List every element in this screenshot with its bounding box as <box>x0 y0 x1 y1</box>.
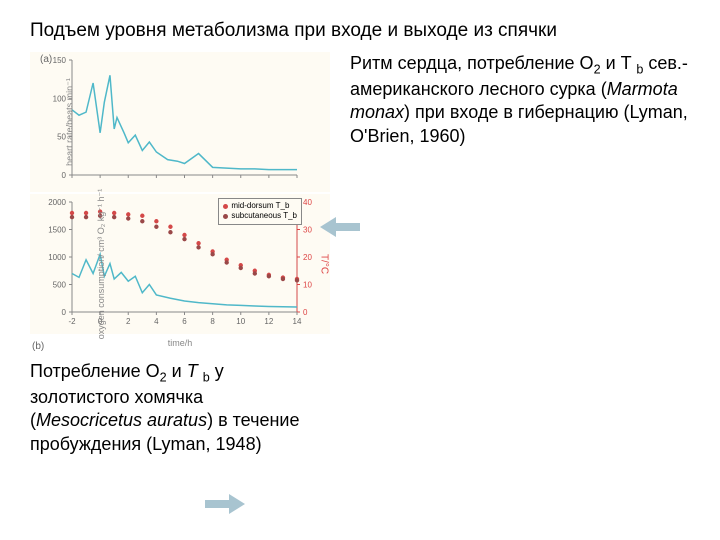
right-text-column: Ритм сердца, потребление О2 и T b сев.-а… <box>340 52 690 336</box>
svg-text:2: 2 <box>126 317 131 326</box>
bp-mid1: и <box>167 361 187 381</box>
svg-text:12: 12 <box>264 317 273 326</box>
svg-text:500: 500 <box>53 281 67 290</box>
rp-prefix: Ритм сердца, потребление О <box>350 53 594 73</box>
arrow-left-icon <box>320 215 360 244</box>
svg-text:4: 4 <box>154 317 159 326</box>
legend-label-sub: subcutaneous T_b <box>231 211 297 221</box>
legend-dot-sub <box>223 214 228 219</box>
chart-b-ylabel: oxygen consumption/ cm³ O₂ kg⁻¹ h⁻¹ <box>96 189 107 340</box>
rp-sub1: 2 <box>594 63 601 77</box>
right-paragraph: Ритм сердца, потребление О2 и T b сев.-а… <box>350 52 690 148</box>
svg-text:10: 10 <box>236 317 245 326</box>
svg-text:-2: -2 <box>68 317 76 326</box>
chart-a-heart-rate: (a) heart rate/beats min⁻¹ 050100150 <box>30 52 330 192</box>
svg-text:10: 10 <box>303 281 312 290</box>
svg-text:6: 6 <box>182 317 187 326</box>
chart-a-ylabel: heart rate/beats min⁻¹ <box>64 78 75 166</box>
chart-b-o2-temp: (b) oxygen consumption/ cm³ O₂ kg⁻¹ h⁻¹ … <box>30 194 330 334</box>
rp-mid1: и T <box>601 53 637 73</box>
bp-prefix: Потребление О <box>30 361 160 381</box>
panel-b-label: (b) <box>32 341 44 352</box>
svg-text:0: 0 <box>62 171 67 180</box>
bp-tvar: T <box>187 361 203 381</box>
legend-label-mid: mid-dorsum T_b <box>231 201 289 211</box>
svg-text:1000: 1000 <box>48 253 66 262</box>
legend-item-sub: subcutaneous T_b <box>223 211 297 221</box>
arrow-right-icon <box>205 492 245 521</box>
chart-b-legend: mid-dorsum T_b subcutaneous T_b <box>218 198 302 225</box>
bp-sub1: 2 <box>160 371 167 385</box>
chart-column: (a) heart rate/beats min⁻¹ 050100150 (b)… <box>30 52 330 336</box>
svg-text:14: 14 <box>293 317 302 326</box>
page-title: Подъем уровня метаболизма при входе и вы… <box>30 20 690 42</box>
svg-text:1500: 1500 <box>48 226 66 235</box>
panel-a-label: (a) <box>40 54 52 65</box>
svg-text:30: 30 <box>303 226 312 235</box>
content-row: (a) heart rate/beats min⁻¹ 050100150 (b)… <box>30 52 690 336</box>
bottom-paragraph: Потребление О2 и T b у золотистого хомяч… <box>30 360 310 456</box>
bp-sub2: b <box>203 371 210 385</box>
svg-text:2000: 2000 <box>48 198 66 207</box>
svg-text:0: 0 <box>303 308 308 317</box>
svg-text:40: 40 <box>303 198 312 207</box>
svg-text:8: 8 <box>210 317 215 326</box>
chart-b-xlabel: time/h <box>168 338 193 348</box>
legend-item-mid: mid-dorsum T_b <box>223 201 297 211</box>
svg-text:0: 0 <box>62 308 67 317</box>
bp-species: Mesocricetus auratus <box>36 410 207 430</box>
svg-text:20: 20 <box>303 253 312 262</box>
chart-b-y2label: T/°C <box>318 254 329 274</box>
svg-text:150: 150 <box>53 56 67 65</box>
legend-dot-mid <box>223 204 228 209</box>
